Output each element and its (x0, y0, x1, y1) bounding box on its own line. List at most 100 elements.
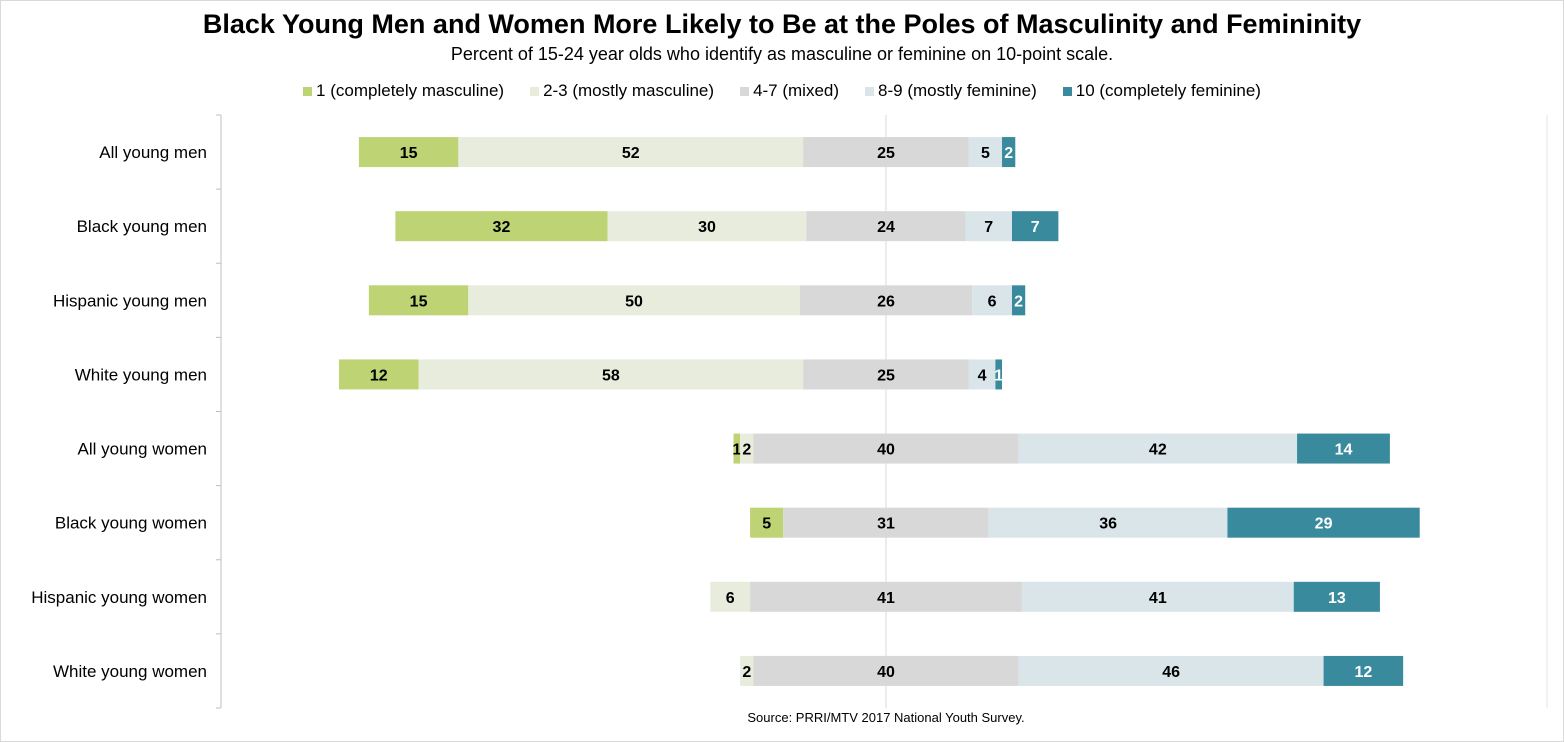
category-label: All young men (99, 143, 207, 162)
bar-segment-2-3-mostly-masculine (468, 285, 800, 316)
data-label: 41 (1149, 590, 1167, 607)
legend-swatch (1062, 86, 1072, 96)
bar-segment-4-7-mixed (753, 433, 1019, 464)
bar-segment-4-7-mixed (806, 211, 966, 242)
legend-label: 10 (completely feminine) (1075, 81, 1261, 100)
data-label: 1 (732, 442, 741, 459)
chart-legend: 1 (completely masculine) 2-3 (mostly masc… (0, 81, 1564, 101)
bar-segment-10-completely-feminine (1002, 137, 1016, 168)
data-label: 26 (877, 293, 895, 310)
bar-segment-8-9-mostly-feminine (972, 285, 1012, 316)
bar-segment-4-7-mixed (803, 359, 969, 390)
data-label: 2 (742, 664, 751, 681)
data-label: 58 (602, 367, 620, 384)
bar-segment-8-9-mostly-feminine (988, 507, 1228, 538)
data-label: 15 (400, 145, 418, 162)
data-label: 32 (493, 219, 511, 236)
bar-segment-1-completely-masculine (339, 359, 419, 390)
bar-segment-10-completely-feminine (1297, 433, 1390, 464)
bar-segment-1-completely-masculine (368, 285, 469, 316)
legend-swatch (303, 86, 313, 96)
bar-segment-10-completely-feminine (1011, 285, 1026, 316)
legend-swatch (530, 86, 540, 96)
bar-segment-4-7-mixed (803, 137, 969, 168)
category-label: White young men (75, 365, 207, 384)
chart-subtitle: Percent of 15-24 year olds who identify … (450, 44, 1114, 64)
category-label: White young women (53, 662, 207, 681)
data-label: 41 (877, 590, 895, 607)
data-label: 5 (981, 145, 990, 162)
bar-segment-4-7-mixed (750, 581, 1022, 612)
legend-item-2-3-mostly-masculine: 2-3 (mostly masculine) (530, 81, 714, 101)
bar-segment-10-completely-feminine (1011, 211, 1059, 242)
category-label: All young women (78, 440, 207, 459)
data-label: 6 (988, 293, 997, 310)
legend-item-10-completely-feminine: 10 (completely feminine) (1062, 81, 1261, 101)
chart-title: Black Young Men and Women More Likely to… (202, 9, 1362, 39)
chart-source: Source: PRRI/MTV 2017 National Youth Sur… (747, 710, 1025, 725)
data-label: 2 (742, 442, 751, 459)
category-label: Black young women (55, 514, 207, 533)
data-label: 36 (1099, 516, 1117, 533)
category-label: Black young men (77, 217, 207, 236)
bar-segment-1-completely-masculine (733, 433, 741, 464)
bar-segment-4-7-mixed (783, 507, 989, 538)
data-label: 50 (625, 293, 643, 310)
data-label: 13 (1328, 590, 1346, 607)
bar-segment-10-completely-feminine (995, 359, 1003, 390)
data-label: 7 (984, 219, 993, 236)
bar-segment-8-9-mostly-feminine (968, 359, 996, 390)
data-label: 25 (877, 145, 895, 162)
legend-item-1-completely-masculine: 1 (completely masculine) (303, 81, 504, 101)
data-label: 52 (622, 145, 640, 162)
bar-segment-8-9-mostly-feminine (1021, 581, 1294, 612)
data-label: 29 (1315, 516, 1333, 533)
category-label: Hispanic young women (31, 588, 207, 607)
data-label: 14 (1335, 442, 1353, 459)
data-label: 31 (877, 516, 895, 533)
legend-swatch (740, 86, 750, 96)
bar-segment-10-completely-feminine (1227, 507, 1420, 538)
data-label: 4 (978, 367, 987, 384)
bar-segment-1-completely-masculine (750, 507, 784, 538)
data-label: 7 (1031, 219, 1040, 236)
legend-swatch (865, 86, 875, 96)
bar-segment-8-9-mostly-feminine (1018, 655, 1324, 686)
bar-segment-8-9-mostly-feminine (1018, 433, 1298, 464)
bar-segment-2-3-mostly-masculine (458, 137, 804, 168)
bar-segment-8-9-mostly-feminine (968, 137, 1003, 168)
bar-segment-4-7-mixed (799, 285, 973, 316)
data-label: 24 (877, 219, 895, 236)
data-label: 2 (1004, 145, 1013, 162)
bar-segment-2-3-mostly-masculine (710, 581, 751, 612)
data-label: 46 (1162, 664, 1180, 681)
bar-segment-10-completely-feminine (1293, 581, 1380, 612)
data-label: 30 (698, 219, 716, 236)
data-label: 5 (762, 516, 771, 533)
legend-label: 1 (completely masculine) (316, 81, 505, 100)
bar-segment-2-3-mostly-masculine (418, 359, 804, 390)
legend-label: 8-9 (mostly feminine) (878, 81, 1037, 100)
legend-item-4-7-mixed: 4-7 (mixed) (740, 81, 839, 101)
data-label: 12 (1354, 664, 1372, 681)
data-label: 6 (726, 590, 735, 607)
data-label: 2 (1014, 293, 1023, 310)
bar-segment-4-7-mixed (753, 655, 1019, 686)
bar-segment-1-completely-masculine (395, 211, 608, 242)
data-label: 1 (994, 367, 1003, 384)
bar-segment-2-3-mostly-masculine (740, 655, 754, 686)
category-label: Hispanic young men (53, 291, 207, 310)
data-label: 15 (410, 293, 428, 310)
bar-segment-2-3-mostly-masculine (607, 211, 807, 242)
bar-segment-1-completely-masculine (358, 137, 459, 168)
legend-label: 2-3 (mostly masculine) (543, 81, 715, 100)
bar-segment-2-3-mostly-masculine (740, 433, 754, 464)
data-label: 40 (877, 664, 895, 681)
data-label: 12 (370, 367, 388, 384)
data-label: 40 (877, 442, 895, 459)
legend-label: 4-7 (mixed) (753, 81, 840, 100)
data-label: 42 (1149, 442, 1167, 459)
bar-segment-10-completely-feminine (1323, 655, 1404, 686)
data-label: 25 (877, 367, 895, 384)
